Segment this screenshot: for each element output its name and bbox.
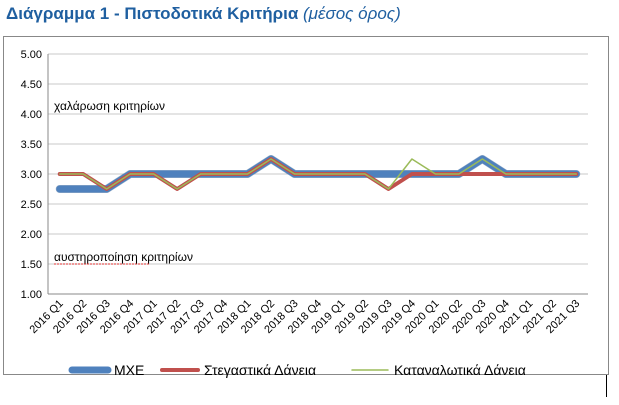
chart-title-main: Διάγραμμα 1 - Πιστοδοτικά Κριτήρια [6,4,299,23]
chart-title-sub: (μέσος όρος) [303,4,401,23]
y-tick-label: 4.50 [21,79,42,91]
legend-label-3: Καταναλωτικά Δάνεια [394,362,526,378]
y-tick-label: 3.00 [21,169,42,181]
y-tick-label: 1.00 [21,289,42,301]
series-line-3 [58,158,578,190]
y-axis-ticks: 1.00 1.50 2.00 2.50 3.00 3.50 4.00 4.50 5.00 [21,49,42,301]
y-tick-label: 4.00 [21,109,42,121]
legend-label-1: ΜΧΕ [114,362,144,378]
y-tick-label: 3.50 [21,139,42,151]
text-cursor [606,375,607,397]
legend-label-2: Στεγαστικά Δάνεια [204,362,316,378]
chart-area-border [3,36,609,375]
annotation-upper: χαλάρωση κριτηρίων [54,99,165,113]
y-tick-label: 1.50 [21,259,42,271]
y-tick-label: 2.00 [21,229,42,241]
series-lines [55,155,581,193]
annotation-lower: αυστηροποίηση κριτηρίων [54,250,193,264]
y-tick-label: 2.50 [21,199,42,211]
chart-title: Διάγραμμα 1 - Πιστοδοτικά Κριτήρια (μέσο… [6,4,401,24]
y-tick-label: 5.00 [21,49,42,61]
legend: ΜΧΕ Στεγαστικά Δάνεια Καταναλωτικά Δάνεια [68,362,526,378]
